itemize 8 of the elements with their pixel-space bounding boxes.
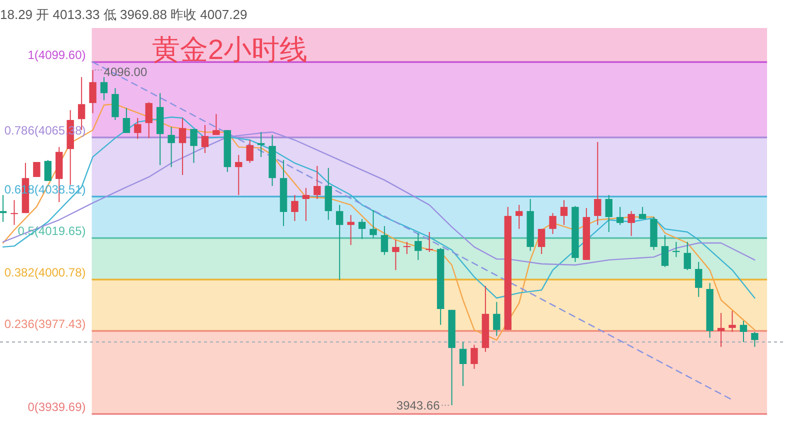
- ref-line-label: 0.382(4000.78): [4, 266, 86, 280]
- ref-line-label: 0.236(3977.43): [4, 316, 86, 331]
- annotation: 3943.66: [396, 398, 440, 412]
- ref-line-label: 0(3939.69): [28, 400, 86, 414]
- text: 18.29 开 4013.33 低 3969.88 昨收 4007.29: [0, 7, 248, 22]
- chart-title: 黄金2小时线: [152, 34, 308, 65]
- ref-line-label: 1(4099.60): [28, 48, 86, 62]
- annotation: 4096.00: [104, 65, 148, 80]
